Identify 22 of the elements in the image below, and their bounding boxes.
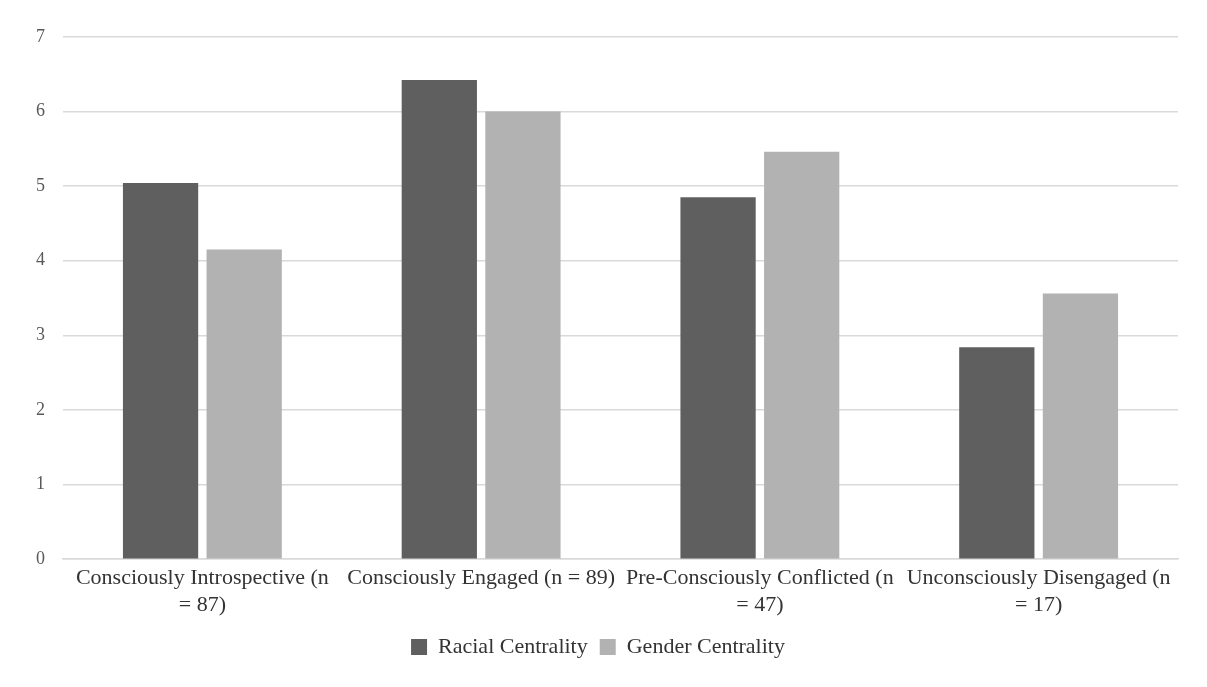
- bar: [401, 80, 477, 559]
- bar: [959, 347, 1035, 559]
- bar: [1042, 293, 1119, 559]
- bar: [764, 151, 840, 559]
- x-tick-label: Unconsciously Disengaged (n = 17): [906, 564, 1171, 616]
- x-tick-label: Consciously Introspective (n = 87): [75, 564, 329, 616]
- y-tick-label: 3: [36, 324, 45, 345]
- y-tick-label: 6: [36, 100, 45, 121]
- y-tick-label: 2: [36, 398, 45, 419]
- bar: [206, 249, 282, 559]
- y-tick-label: 0: [36, 547, 45, 568]
- x-tick-label: Consciously Engaged (n = 89): [347, 564, 616, 590]
- x-tick-label: Pre-Consciously Conflicted (n = 47): [626, 564, 894, 616]
- y-tick-label: 5: [36, 174, 45, 195]
- bar: [122, 183, 199, 559]
- y-tick-label: 4: [36, 249, 45, 270]
- legend-label: Gender Centrality: [626, 632, 785, 658]
- y-tick-label: 1: [36, 473, 45, 494]
- legend-label: Racial Centrality: [438, 632, 588, 658]
- bar: [485, 111, 561, 559]
- bar: [680, 197, 756, 559]
- y-tick-label: 7: [36, 25, 45, 46]
